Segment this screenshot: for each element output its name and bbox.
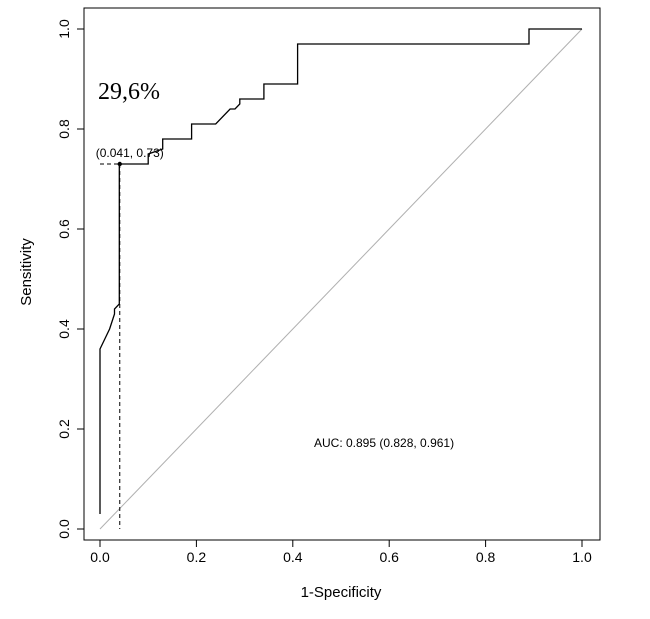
x-axis-label: 1-Specificity (301, 584, 382, 601)
x-tick-label: 1.0 (572, 549, 592, 565)
y-tick-label: 0.6 (56, 219, 72, 239)
x-tick-label: 0.0 (90, 549, 110, 565)
optimal-point-marker (117, 161, 122, 167)
auc-annotation: AUC: 0.895 (0.828, 0.961) (314, 436, 454, 450)
reference-line (99, 28, 583, 530)
plot-frame (83, 7, 601, 541)
y-tick-label: 0.2 (56, 419, 72, 439)
percent-annotation: 29,6% (98, 79, 160, 105)
y-tick-label: 0.8 (56, 119, 72, 139)
x-tick-label: 0.6 (379, 549, 399, 565)
roc-curve (99, 28, 582, 514)
y-tick-label: 0.0 (56, 519, 72, 539)
y-axis: 0.0 0.2 0.4 0.6 0.8 1.0 (56, 19, 85, 539)
x-tick-label: 0.4 (283, 549, 303, 565)
x-tick-label: 0.2 (187, 549, 207, 565)
y-tick-label: 0.4 (56, 319, 72, 339)
x-tick-label: 0.8 (476, 549, 496, 565)
optimal-point-label: (0.041, 0.73) (96, 146, 164, 160)
x-axis: 0.0 0.2 0.4 0.6 0.8 1.0 (90, 539, 592, 565)
y-axis-label: Sensitivity (18, 238, 35, 306)
y-tick-label: 1.0 (56, 19, 72, 39)
